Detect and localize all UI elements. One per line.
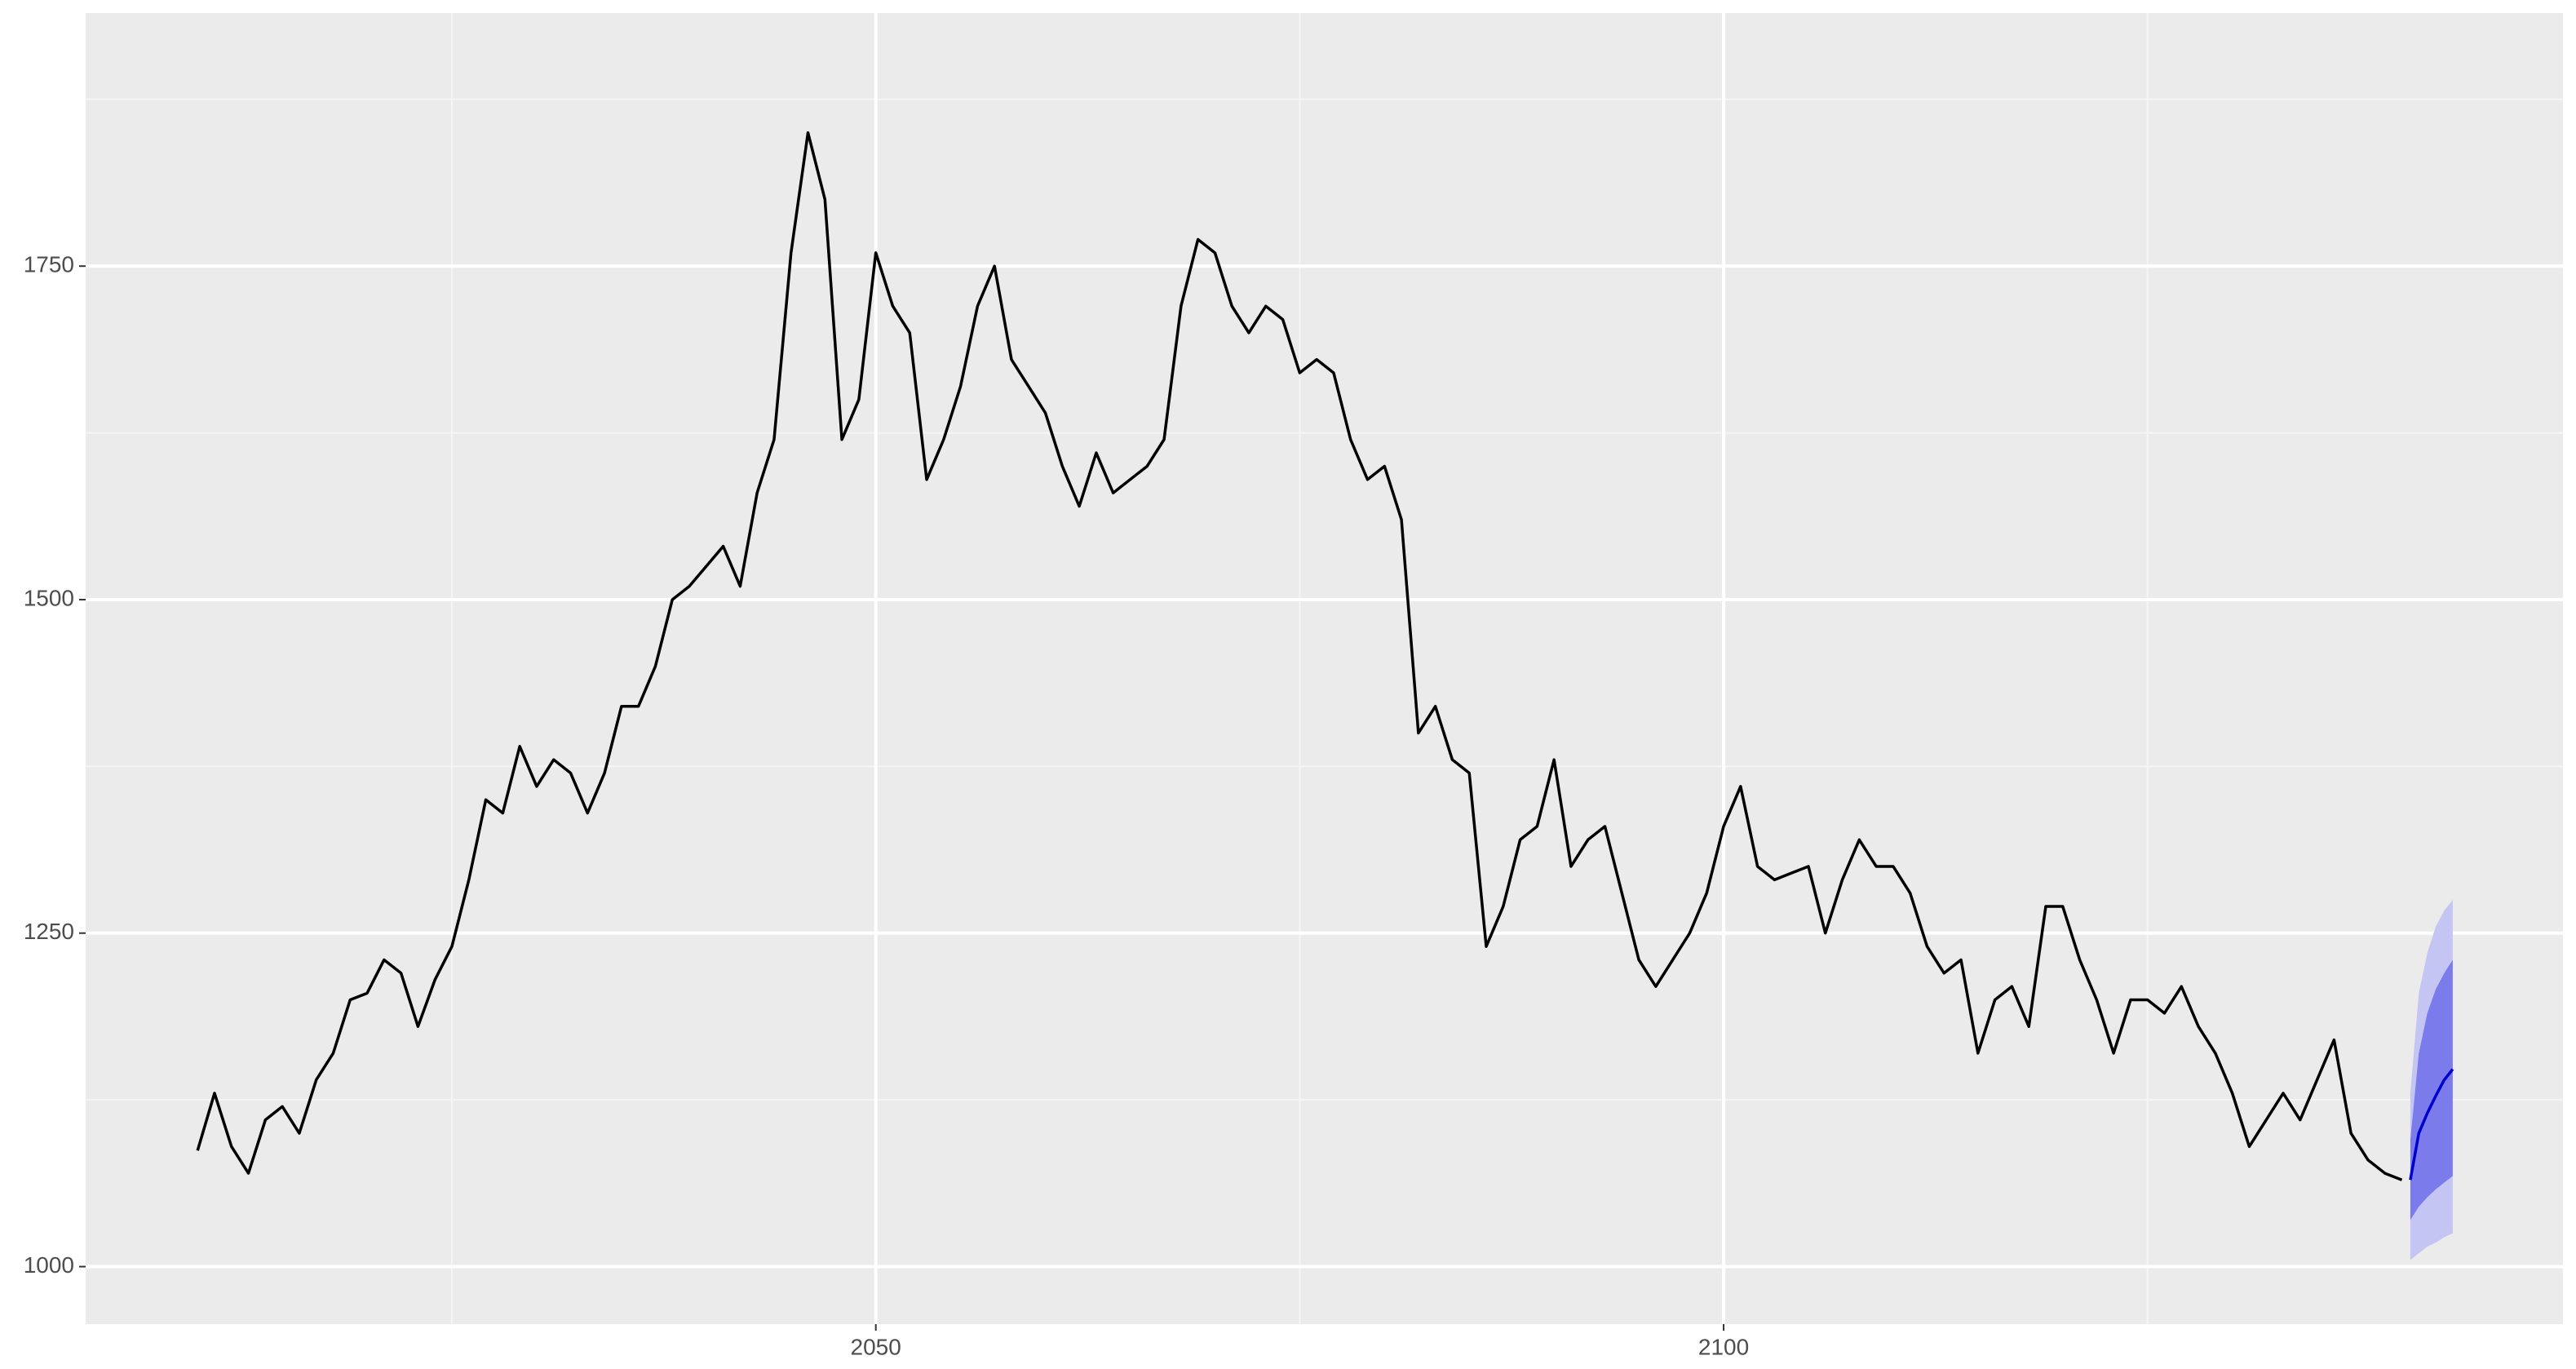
- x-tick-label: 2050: [851, 1334, 901, 1359]
- y-tick-label: 1000: [24, 1252, 74, 1278]
- x-tick-label: 2100: [1698, 1334, 1749, 1359]
- y-tick-label: 1500: [24, 585, 74, 610]
- y-tick-label: 1750: [24, 252, 74, 277]
- panel: [86, 13, 2563, 1324]
- forecast-line: [2409, 1068, 2454, 1181]
- forecast-band-80: [2410, 959, 2453, 1221]
- history-line: [196, 131, 2403, 1181]
- y-tick-label: 1250: [24, 919, 74, 944]
